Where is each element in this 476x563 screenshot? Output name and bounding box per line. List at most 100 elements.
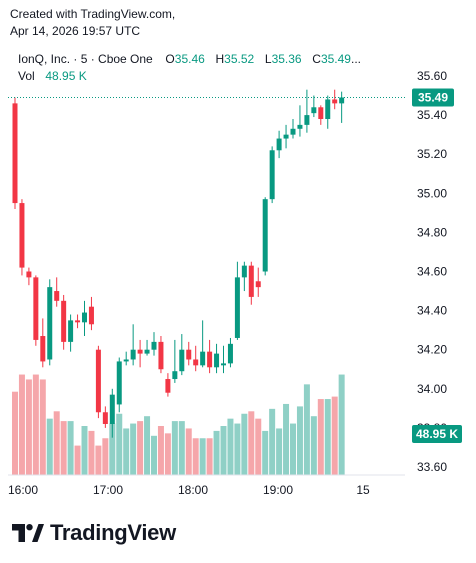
volume-bar xyxy=(130,423,137,475)
candle-body xyxy=(33,277,39,340)
time-tick-label: 16:00 xyxy=(8,483,38,497)
last-volume-tag: 48.95 K xyxy=(412,425,462,443)
volume-bar xyxy=(234,423,241,475)
candle-body xyxy=(116,361,122,405)
created-with-label: Created with TradingView.com, xyxy=(10,7,176,21)
volume-bar xyxy=(67,421,74,475)
last-price-tag: 35.49 xyxy=(412,88,454,107)
volume-bar xyxy=(123,428,130,475)
candle-body xyxy=(290,128,296,135)
candle-body xyxy=(40,336,46,362)
candle-body xyxy=(186,349,192,360)
volume-bar xyxy=(227,418,234,475)
volume-bar xyxy=(213,430,220,475)
candle-body xyxy=(255,281,261,288)
volume-bar xyxy=(95,445,102,475)
volume-bar xyxy=(88,430,95,475)
candle-body xyxy=(283,134,289,139)
volume-bar xyxy=(185,428,192,475)
volume-bar xyxy=(157,426,164,475)
volume-bar xyxy=(74,445,81,475)
candle-body xyxy=(311,107,317,114)
legend-more: ... xyxy=(350,52,361,66)
candle-body xyxy=(318,107,324,120)
volume-bar xyxy=(255,418,262,475)
candle-body xyxy=(12,103,18,204)
candle-body xyxy=(151,341,157,350)
volume-bar xyxy=(178,421,185,475)
candle-body xyxy=(234,277,240,338)
candle-body xyxy=(26,271,32,278)
open-key: O xyxy=(165,52,175,66)
candle-body xyxy=(130,349,136,360)
volume-bar xyxy=(276,428,283,475)
volume-bar xyxy=(269,408,276,475)
candle-body xyxy=(165,379,171,393)
time-tick-label: 18:00 xyxy=(178,483,208,497)
candle-body xyxy=(248,265,254,297)
price-tick-label: 34.80 xyxy=(417,225,447,239)
price-tick-label: 34.60 xyxy=(417,265,447,279)
volume-bar xyxy=(303,384,310,475)
volume-bar xyxy=(296,406,303,475)
candle-body xyxy=(179,349,185,372)
tradingview-logo-text: TradingView xyxy=(50,520,176,545)
candle-body xyxy=(325,99,331,120)
high-key: H xyxy=(215,52,225,66)
volume-bar xyxy=(324,399,331,475)
candle-body xyxy=(137,349,143,354)
volume-bar xyxy=(32,374,39,475)
volume-bar xyxy=(116,413,123,475)
volume-bar xyxy=(241,413,248,475)
volume-bar xyxy=(290,423,296,475)
candles xyxy=(12,89,345,438)
price-tick-label: 35.60 xyxy=(417,69,447,83)
candle-body xyxy=(47,287,53,360)
candle-body xyxy=(207,351,213,368)
price-tick-label: 35.00 xyxy=(417,186,447,200)
low-key: L xyxy=(264,52,272,66)
candle-body xyxy=(102,412,108,424)
volume-bar xyxy=(248,411,255,475)
tradingview-logo-icon xyxy=(12,524,44,542)
close-key: C xyxy=(312,52,321,66)
volume-bar xyxy=(164,433,171,475)
timestamp-label: Apr 14, 2026 19:57 UTC xyxy=(10,24,141,38)
candle-body xyxy=(332,99,338,104)
volume-bar xyxy=(25,379,32,475)
candle-body xyxy=(144,349,150,354)
candle-body xyxy=(262,199,268,272)
open-value: 35.46 xyxy=(174,52,205,66)
volume-bar xyxy=(192,438,199,475)
volume-bar xyxy=(137,421,144,475)
tradingview-logo[interactable]: TradingView xyxy=(12,520,176,546)
candle-body xyxy=(158,341,164,370)
candle-body xyxy=(19,203,25,268)
candle-body xyxy=(221,363,226,366)
volume-bar xyxy=(199,438,206,475)
candle-body xyxy=(227,343,233,364)
price-tick-label: 34.00 xyxy=(417,382,447,396)
candle-body xyxy=(214,353,220,368)
close-value: 35.49 xyxy=(320,52,351,66)
time-axis[interactable]: 16:00 17:00 18:00 19:00 15 xyxy=(8,483,370,497)
volume-legend: Vol 48.95 K xyxy=(18,69,87,83)
candle-body xyxy=(75,320,81,323)
volume-bar xyxy=(338,374,345,475)
candle-body xyxy=(172,371,178,380)
volume-bar xyxy=(81,426,88,475)
volume-bar xyxy=(39,379,46,475)
volume-bar xyxy=(317,399,324,475)
volume-bar xyxy=(206,438,213,475)
candle-body xyxy=(109,394,115,424)
price-tick-label: 34.20 xyxy=(417,343,447,357)
symbol-label[interactable]: IonQ, Inc. · 5 · Cboe One xyxy=(18,52,153,66)
candle-body xyxy=(61,300,67,342)
price-axis[interactable]: 35.60 35.40 35.20 35.00 34.80 34.60 34.40 34.20… xyxy=(417,69,447,474)
volume-bar xyxy=(60,421,67,475)
time-tick-label: 17:00 xyxy=(93,483,123,497)
last-price-tag-text: 35.49 xyxy=(418,91,448,105)
volume-bar xyxy=(151,435,157,475)
candle-body xyxy=(297,124,303,129)
